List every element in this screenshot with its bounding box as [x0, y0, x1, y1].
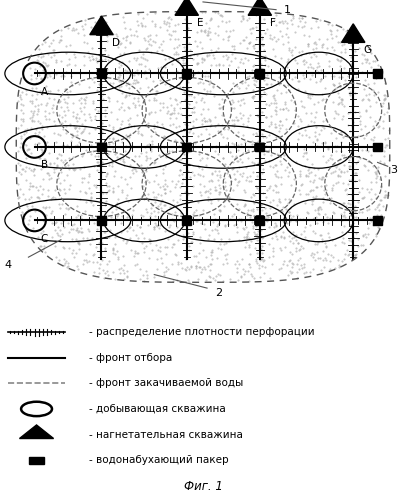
Text: - фронт отбора: - фронт отбора — [89, 353, 172, 363]
Text: A: A — [40, 87, 48, 97]
Text: - водонабухающий пакер: - водонабухающий пакер — [89, 455, 228, 465]
Bar — [29, 457, 44, 464]
Text: - распределение плотности перфорации: - распределение плотности перфорации — [89, 327, 314, 337]
Bar — [372, 143, 381, 151]
Text: - нагнетательная скважина: - нагнетательная скважина — [89, 430, 243, 440]
Text: D: D — [111, 37, 119, 47]
Text: G: G — [362, 45, 371, 55]
Text: 1: 1 — [284, 4, 290, 14]
Text: 2: 2 — [215, 288, 222, 298]
Bar — [97, 69, 106, 78]
Text: 3: 3 — [389, 165, 396, 175]
Text: - фронт закачиваемой воды: - фронт закачиваемой воды — [89, 378, 243, 388]
Bar — [372, 69, 381, 78]
Bar — [182, 143, 191, 151]
Text: C: C — [40, 234, 48, 244]
Text: 4: 4 — [4, 260, 11, 270]
Bar — [182, 69, 191, 78]
Polygon shape — [90, 16, 113, 34]
Bar — [255, 143, 264, 151]
Bar — [182, 216, 191, 225]
Text: F: F — [269, 18, 275, 28]
Text: - добывающая скважина: - добывающая скважина — [89, 404, 226, 414]
Text: Фиг. 1: Фиг. 1 — [183, 481, 222, 494]
Text: E: E — [196, 18, 203, 28]
Bar — [372, 216, 381, 225]
Polygon shape — [341, 24, 364, 42]
Polygon shape — [175, 0, 198, 15]
Bar — [255, 69, 264, 78]
Polygon shape — [19, 425, 53, 439]
Bar — [97, 143, 106, 151]
Polygon shape — [247, 0, 271, 15]
Bar — [255, 216, 264, 225]
Bar — [97, 216, 106, 225]
Text: B: B — [40, 161, 48, 171]
